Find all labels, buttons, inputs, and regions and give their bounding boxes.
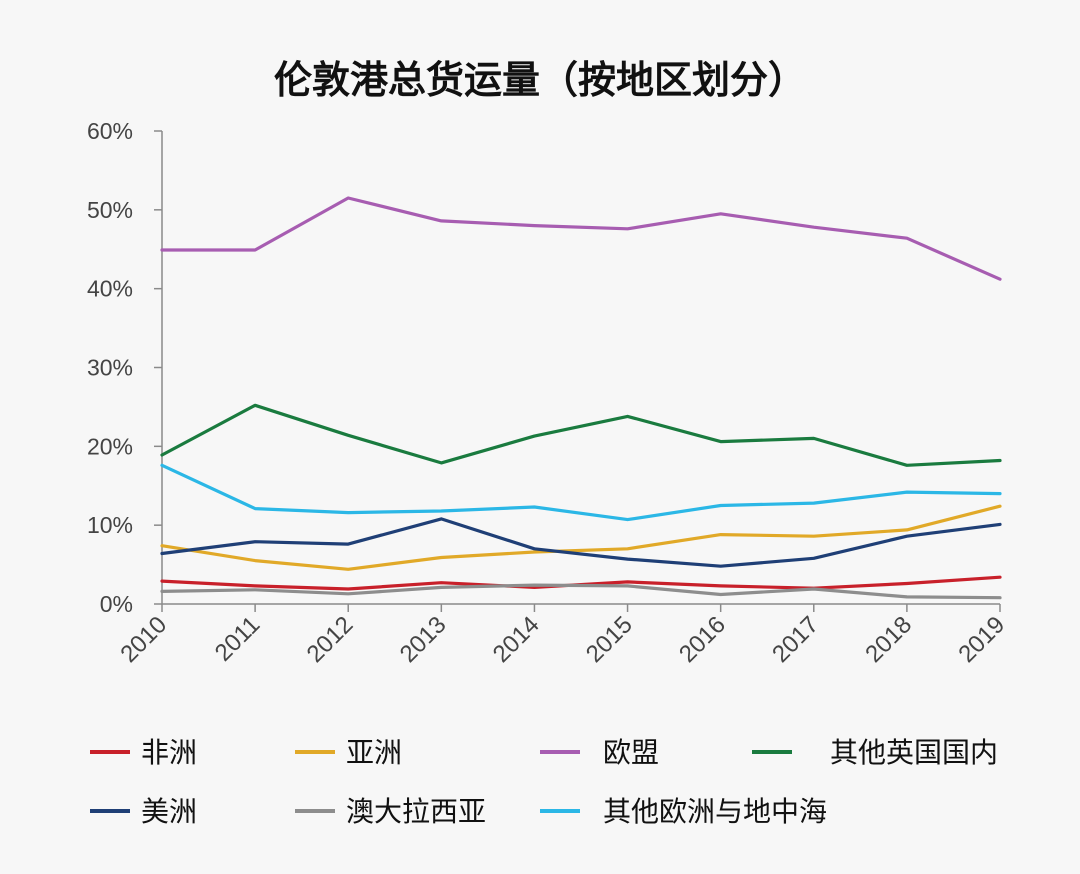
y-tick-label: 0% — [100, 591, 133, 617]
series-line-1 — [160, 575, 1002, 591]
x-tick-label: 2016 — [674, 611, 731, 668]
series-lines — [160, 196, 1002, 600]
x-tick-label: 2011 — [210, 611, 266, 667]
legend-item: 亚洲 — [295, 736, 402, 769]
legend-item: 其他英国国内 — [752, 736, 998, 769]
x-tick-label: 2014 — [488, 611, 545, 668]
x-tick-label: 2015 — [581, 611, 638, 668]
y-tick-label: 60% — [87, 118, 133, 144]
x-tick-label: 2010 — [115, 611, 172, 668]
y-tick-label: 30% — [87, 355, 133, 381]
legend-label: 亚洲 — [346, 736, 402, 769]
x-tick-label: 2012 — [302, 611, 359, 668]
legend-label: 其他英国国内 — [830, 736, 998, 769]
legend-label: 美洲 — [141, 795, 197, 828]
legend-item: 美洲 — [90, 795, 197, 828]
y-tick-label: 50% — [87, 197, 133, 223]
legend-item: 其他欧洲与地中海 — [540, 795, 827, 828]
legend-label: 非洲 — [141, 736, 197, 769]
series-line-6 — [160, 583, 1002, 600]
legend-label: 澳大拉西亚 — [346, 795, 486, 828]
legend-item: 欧盟 — [540, 736, 659, 769]
y-tick-label: 10% — [87, 512, 133, 538]
legend-item: 非洲 — [90, 736, 197, 769]
x-tick-label: 2018 — [860, 611, 917, 668]
legend-item: 澳大拉西亚 — [295, 795, 486, 828]
y-tick-label: 20% — [87, 433, 133, 459]
x-tick-label: 2013 — [395, 611, 452, 668]
series-line-2 — [160, 504, 1002, 571]
legend-label: 欧盟 — [603, 736, 659, 769]
series-line-4 — [160, 403, 1002, 467]
y-tick-label: 40% — [87, 276, 133, 302]
chart-title: 伦敦港总货运量（按地区划分） — [274, 58, 806, 102]
series-line-5 — [160, 517, 1002, 568]
legend-label: 其他欧洲与地中海 — [603, 795, 827, 828]
x-tick-label: 2019 — [953, 611, 1010, 668]
x-tick-label: 2017 — [767, 611, 824, 668]
series-line-3 — [160, 196, 1002, 281]
series-line-7 — [160, 463, 1002, 522]
